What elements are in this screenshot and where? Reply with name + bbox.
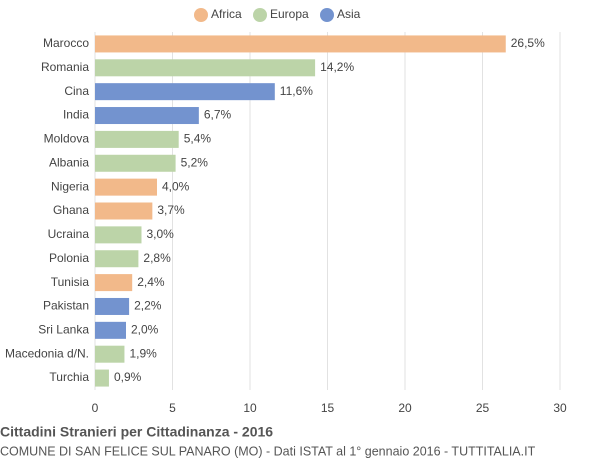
legend-marker	[253, 8, 267, 22]
value-label: 3,7%	[157, 203, 185, 217]
y-tick-label: Sri Lanka	[38, 323, 89, 337]
value-label: 11,6%	[280, 84, 313, 98]
y-tick-label: Romania	[41, 60, 89, 74]
y-tick-label: Tunisia	[51, 275, 90, 289]
x-tick-label: 10	[243, 401, 257, 415]
value-label: 14,2%	[320, 60, 354, 74]
value-label: 4,0%	[162, 179, 190, 193]
bar	[95, 321, 126, 339]
x-tick-label: 25	[476, 401, 490, 415]
y-tick-label: Ghana	[53, 203, 89, 217]
bar	[95, 59, 316, 77]
legend-label: Africa	[211, 7, 242, 21]
bar	[95, 250, 139, 268]
value-label: 5,4%	[184, 132, 212, 146]
y-tick-label: Moldova	[44, 132, 90, 146]
bar	[95, 107, 199, 125]
value-label: 1,9%	[129, 346, 157, 360]
chart-subtitle: COMUNE DI SAN FELICE SUL PANARO (MO) - D…	[0, 444, 536, 458]
y-tick-label: Macedonia d/N.	[5, 346, 89, 360]
x-tick-label: 30	[553, 401, 567, 415]
bar	[95, 178, 157, 196]
bar	[95, 297, 130, 315]
bar	[95, 202, 153, 220]
bar	[95, 369, 109, 387]
bar	[95, 83, 275, 101]
x-tick-label: 20	[398, 401, 412, 415]
bar	[95, 274, 133, 292]
legend-marker	[320, 8, 334, 22]
x-tick-label: 0	[92, 401, 99, 415]
y-tick-label: Marocco	[43, 36, 89, 50]
legend-label: Europa	[270, 7, 309, 21]
value-label: 0,9%	[114, 370, 142, 384]
y-tick-label: Nigeria	[51, 179, 89, 193]
bar	[95, 35, 506, 53]
bar	[95, 154, 176, 172]
legend-marker	[194, 8, 208, 22]
value-label: 2,4%	[137, 275, 165, 289]
y-tick-label: Turchia	[49, 370, 89, 384]
value-label: 5,2%	[181, 155, 209, 169]
y-tick-label: Polonia	[49, 251, 89, 265]
x-tick-label: 15	[321, 401, 335, 415]
y-tick-label: Pakistan	[43, 299, 89, 313]
y-tick-label: Ucraina	[48, 227, 90, 241]
y-tick-label: Albania	[49, 155, 89, 169]
y-tick-label: India	[63, 108, 89, 122]
value-label: 26,5%	[511, 36, 545, 50]
value-label: 6,7%	[204, 108, 232, 122]
value-label: 2,8%	[143, 251, 171, 265]
bar	[95, 130, 179, 148]
bar	[95, 345, 125, 363]
value-label: 2,0%	[131, 323, 159, 337]
value-label: 3,0%	[147, 227, 175, 241]
legend-label: Asia	[337, 7, 361, 21]
value-label: 2,2%	[134, 299, 162, 313]
y-tick-label: Cina	[64, 84, 89, 98]
chart-title: Cittadini Stranieri per Cittadinanza - 2…	[0, 424, 273, 440]
bar	[95, 226, 142, 244]
x-tick-label: 5	[169, 401, 176, 415]
